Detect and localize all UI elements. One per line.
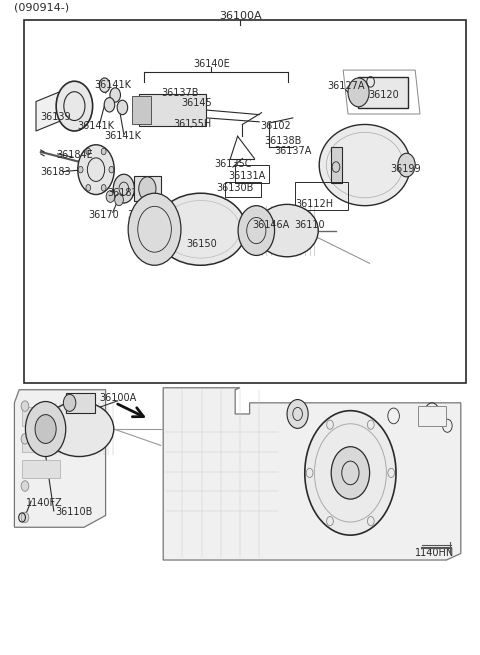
Circle shape [113,174,134,203]
Bar [418,406,446,426]
Bar [134,176,161,201]
Ellipse shape [256,204,318,257]
Circle shape [110,88,120,102]
Text: 36120: 36120 [369,90,399,100]
Text: 36150: 36150 [186,239,217,250]
Ellipse shape [45,402,114,457]
Circle shape [238,206,275,255]
Circle shape [101,148,106,155]
Circle shape [101,185,106,191]
Circle shape [86,185,91,191]
Circle shape [117,100,128,115]
Circle shape [348,78,369,107]
Text: 36155H: 36155H [173,119,211,130]
Text: 36137A: 36137A [274,145,312,156]
Text: 36137B: 36137B [161,88,199,98]
Text: 36145: 36145 [181,98,212,108]
Text: 36100A: 36100A [99,393,136,403]
Text: 36110B: 36110B [55,507,93,517]
Bar [62,411,71,447]
Text: 36170A: 36170A [128,210,165,220]
Bar [22,407,60,426]
Bar [66,393,95,413]
Text: 1140HN: 1140HN [415,548,455,559]
Polygon shape [36,90,65,131]
Text: 36141K: 36141K [77,121,115,131]
Text: 36135C: 36135C [214,159,252,170]
Circle shape [21,401,29,411]
Text: 36199: 36199 [390,164,421,174]
Text: 36112H: 36112H [295,198,334,209]
Text: 36183: 36183 [40,166,71,177]
Text: 1140FZ: 1140FZ [26,498,63,508]
Bar [22,460,60,478]
Bar [24,20,466,383]
Bar [132,96,151,124]
Circle shape [106,191,115,202]
Polygon shape [163,388,461,560]
Text: 36140E: 36140E [193,59,229,69]
Text: 36127A: 36127A [327,81,364,92]
Circle shape [25,402,66,457]
Circle shape [35,415,56,443]
Circle shape [128,193,181,265]
Bar [225,182,261,196]
Bar [235,165,269,183]
Bar [22,434,60,452]
Circle shape [56,81,93,131]
Text: 36130B: 36130B [216,183,254,193]
Circle shape [78,145,114,195]
Text: 36141K: 36141K [104,131,141,141]
Text: 36138B: 36138B [264,136,302,146]
Circle shape [398,153,415,177]
Text: 36146A: 36146A [252,220,290,231]
Circle shape [104,98,115,112]
Circle shape [331,447,370,499]
Bar [358,77,408,108]
Circle shape [78,166,83,173]
Text: (090914-): (090914-) [14,3,70,13]
Circle shape [21,512,29,523]
Ellipse shape [155,193,246,265]
Circle shape [115,194,123,206]
Circle shape [139,177,156,200]
Text: 36139: 36139 [40,111,71,122]
Bar [295,182,348,210]
Circle shape [63,394,76,411]
Circle shape [287,400,308,428]
Bar [331,147,342,183]
Text: 36100A: 36100A [219,11,261,22]
Text: 36141K: 36141K [94,80,132,90]
Polygon shape [14,390,106,527]
Text: 36102: 36102 [261,121,291,131]
Text: 36184E: 36184E [56,150,93,160]
Text: 36131A: 36131A [228,170,266,181]
Circle shape [21,481,29,491]
Circle shape [21,434,29,444]
Circle shape [305,411,396,535]
Text: 36110: 36110 [294,220,325,231]
Circle shape [109,166,114,173]
Text: 36182: 36182 [107,187,138,198]
Text: 36170: 36170 [88,210,119,220]
Circle shape [99,78,110,92]
Bar [139,94,206,126]
Circle shape [86,148,91,155]
Ellipse shape [319,124,410,206]
